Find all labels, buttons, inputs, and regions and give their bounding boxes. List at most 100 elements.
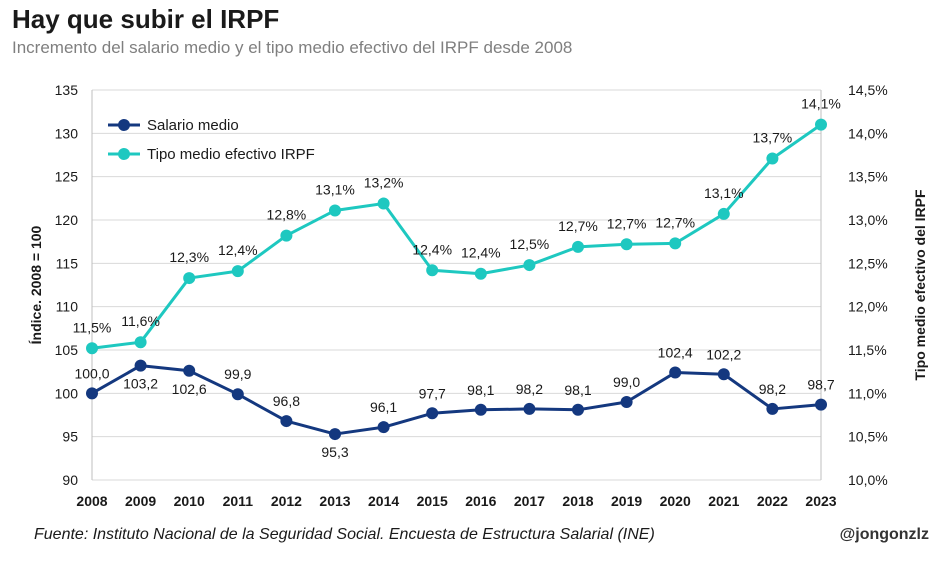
salario-data-label: 98,1 xyxy=(467,382,494,398)
salario-data-label: 102,2 xyxy=(706,346,741,362)
series-layer xyxy=(86,118,827,441)
y-left-tick-label: 115 xyxy=(56,255,79,271)
y-left-tick-label: 95 xyxy=(62,429,78,445)
irpf-series-point xyxy=(669,237,682,250)
x-tick-label: 2018 xyxy=(562,493,593,509)
legend: Salario medio Tipo medio efectivo IRPF xyxy=(108,117,315,163)
salario-data-label: 98,1 xyxy=(564,382,591,398)
x-tick-label: 2023 xyxy=(805,493,836,509)
irpf-series-point xyxy=(474,267,487,280)
irpf-data-label: 12,4% xyxy=(412,241,452,257)
salario-data-label: 96,1 xyxy=(370,399,397,415)
salario-series-point xyxy=(183,364,196,377)
salario-data-label: 98,2 xyxy=(759,381,786,397)
salario-series-point xyxy=(231,388,244,401)
y-left-tick-label: 105 xyxy=(55,342,79,358)
y-right-tick-label: 13,5% xyxy=(848,169,888,185)
legend-label: Tipo medio efectivo IRPF xyxy=(147,146,315,163)
x-tick-label: 2010 xyxy=(174,493,205,509)
legend-swatch-marker xyxy=(118,119,130,131)
axes: 90 10,0% 95 10,5% 100 11,0% 105 11,5% 110 12,0% 11… xyxy=(28,82,928,509)
salario-data-label: 98,7 xyxy=(807,377,834,393)
irpf-series-point xyxy=(426,264,439,277)
y-right-tick-label: 14,5% xyxy=(848,82,888,98)
irpf-data-label: 12,4% xyxy=(218,242,258,258)
x-tick-label: 2022 xyxy=(757,493,788,509)
salario-series-point xyxy=(474,403,487,416)
irpf-series-point xyxy=(329,204,341,217)
salario-series-point xyxy=(426,407,439,420)
salario-data-label: 99,0 xyxy=(613,374,640,390)
irpf-series-point xyxy=(231,265,244,278)
irpf-series-point xyxy=(86,342,98,355)
salario-series-point xyxy=(766,402,779,415)
x-tick-label: 2012 xyxy=(271,493,302,509)
irpf-data-label: 14,1% xyxy=(801,96,841,112)
salario-data-label: 98,2 xyxy=(516,381,543,397)
irpf-data-label: 11,6% xyxy=(121,313,160,329)
y-left-tick-label: 125 xyxy=(55,169,79,185)
irpf-series-point xyxy=(815,118,827,131)
x-tick-label: 2011 xyxy=(223,493,254,509)
salario-series-point xyxy=(717,368,730,381)
irpf-data-label: 12,8% xyxy=(267,207,307,223)
chart-title: Hay que subir el IRPF xyxy=(12,4,280,34)
data-labels: 11,5% 11,6% 12,3% 12,4% 12,8% 13,1% 13,2% 12,4%… xyxy=(73,96,841,460)
salario-data-label: 95,3 xyxy=(321,444,348,460)
irpf-data-label: 13,1% xyxy=(704,185,744,201)
irpf-data-label: 12,7% xyxy=(607,215,647,231)
y-left-tick-label: 90 xyxy=(62,472,78,488)
y-right-tick-label: 12,5% xyxy=(848,255,888,271)
x-tick-label: 2017 xyxy=(514,493,545,509)
salario-series-point xyxy=(134,359,147,372)
irpf-series-point xyxy=(134,336,147,349)
x-tick-label: 2009 xyxy=(125,493,156,509)
irpf-series-point xyxy=(523,259,536,272)
irpf-data-label: 12,7% xyxy=(655,214,695,230)
salario-series-point xyxy=(329,428,341,441)
irpf-series-point xyxy=(572,240,584,253)
salario-data-label: 96,8 xyxy=(273,393,300,409)
irpf-series-point xyxy=(717,207,730,220)
salario-series-point xyxy=(280,415,293,428)
salario-data-label: 102,6 xyxy=(172,381,207,397)
y-right-tick-label: 13,0% xyxy=(848,212,888,228)
y-right-axis-title: Tipo medio efectivo del IRPF xyxy=(912,189,928,381)
salario-data-label: 99,9 xyxy=(224,366,251,382)
irpf-series-point xyxy=(766,152,779,165)
x-tick-label: 2008 xyxy=(76,493,107,509)
salario-series-point xyxy=(669,366,682,379)
x-tick-label: 2014 xyxy=(368,493,399,509)
irpf-data-label: 12,5% xyxy=(510,236,550,252)
gridlines xyxy=(92,89,821,481)
y-left-tick-label: 130 xyxy=(55,125,79,141)
y-right-tick-label: 11,0% xyxy=(848,385,887,401)
legend-label: Salario medio xyxy=(147,117,239,134)
y-right-tick-label: 10,5% xyxy=(848,429,888,445)
y-left-tick-label: 120 xyxy=(55,212,79,228)
irpf-data-label: 11,5% xyxy=(73,319,112,335)
y-right-tick-label: 11,5% xyxy=(848,342,887,358)
author-credit: @jongonzlz xyxy=(839,526,929,543)
irpf-data-label: 12,4% xyxy=(461,245,501,261)
irpf-data-label: 12,7% xyxy=(558,218,598,234)
y-left-tick-label: 100 xyxy=(55,385,79,401)
y-right-tick-label: 12,0% xyxy=(848,299,888,315)
y-left-tick-label: 110 xyxy=(56,299,79,315)
salario-series-point xyxy=(815,398,827,411)
salario-series-point xyxy=(572,403,584,416)
irpf-data-label: 13,7% xyxy=(753,129,793,145)
y-left-axis-title: Índice. 2008 = 100 xyxy=(28,225,44,344)
irpf-series-line xyxy=(91,123,822,350)
salario-series-point xyxy=(523,402,536,415)
salario-data-label: 103,2 xyxy=(123,376,158,392)
y-left-tick-label: 135 xyxy=(55,82,79,98)
salario-series-point xyxy=(86,387,98,400)
salario-series-line xyxy=(91,364,822,436)
chart-subtitle: Incremento del salario medio y el tipo m… xyxy=(12,38,573,57)
salario-data-label: 102,4 xyxy=(658,345,693,361)
legend-swatch-marker xyxy=(118,148,130,160)
y-right-tick-label: 10,0% xyxy=(848,472,888,488)
irpf-series-point xyxy=(620,238,633,251)
